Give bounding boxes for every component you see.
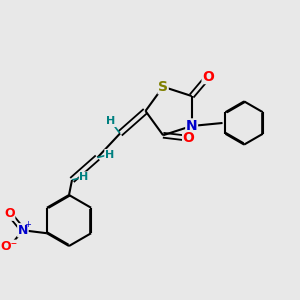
- Text: N: N: [186, 119, 197, 133]
- Text: +: +: [24, 220, 31, 229]
- Text: H: H: [106, 116, 116, 127]
- Text: O: O: [4, 207, 15, 220]
- Text: H: H: [105, 149, 114, 160]
- Text: H: H: [80, 172, 88, 182]
- Text: O: O: [183, 131, 195, 145]
- Text: N: N: [18, 224, 28, 237]
- Text: O⁻: O⁻: [1, 240, 18, 253]
- Text: S: S: [158, 80, 168, 94]
- Text: O: O: [202, 70, 214, 83]
